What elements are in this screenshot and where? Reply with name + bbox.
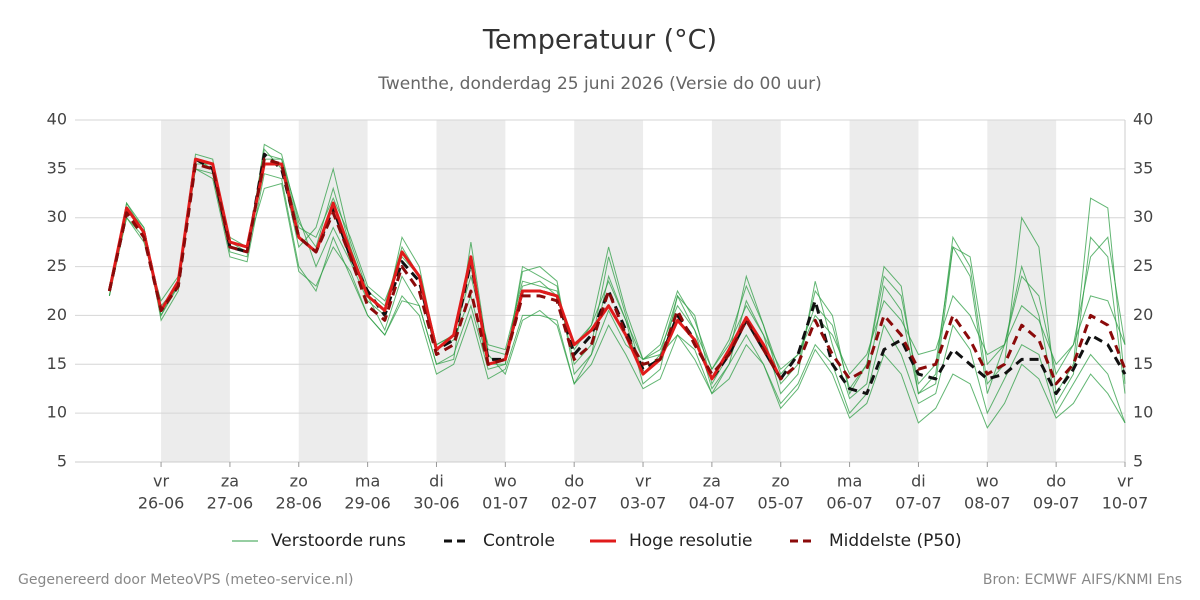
day-shade bbox=[987, 120, 1057, 462]
x-tick-day: zo bbox=[772, 472, 790, 491]
x-tick-date: 10-07 bbox=[1102, 494, 1149, 513]
y2-tick-label: 40 bbox=[1133, 110, 1153, 129]
x-tick-date: 08-07 bbox=[964, 494, 1011, 513]
footer-right: Bron: ECMWF AIFS/KNMI Ens bbox=[983, 572, 1182, 588]
x-tick-date: 29-06 bbox=[344, 494, 391, 513]
day-shade bbox=[574, 120, 644, 462]
x-tick-date: 30-06 bbox=[413, 494, 460, 513]
x-tick-day: ma bbox=[837, 472, 862, 491]
series-line bbox=[107, 157, 1127, 386]
x-tick-date: 05-07 bbox=[757, 494, 804, 513]
y-tick-label: 40 bbox=[47, 110, 67, 129]
chart-title: Temperatuur (°C) bbox=[482, 25, 717, 56]
x-tick-date: 06-07 bbox=[826, 494, 873, 513]
x-tick-day: vr bbox=[153, 472, 169, 491]
x-tick-date: 03-07 bbox=[620, 494, 667, 513]
footer-left: Gegenereerd door MeteoVPS (meteo-service… bbox=[18, 572, 353, 588]
x-tick-day: di bbox=[429, 472, 444, 491]
y-tick-label: 30 bbox=[47, 207, 67, 226]
legend-label: Middelste (P50) bbox=[829, 531, 962, 551]
x-tick-date: 07-07 bbox=[895, 494, 942, 513]
y2-tick-label: 5 bbox=[1133, 452, 1143, 471]
legend-label: Controle bbox=[483, 531, 555, 551]
x-tick-day: di bbox=[911, 472, 926, 491]
x-tick-date: 02-07 bbox=[551, 494, 598, 513]
y-tick-label: 35 bbox=[47, 158, 67, 177]
y2-tick-label: 10 bbox=[1133, 403, 1153, 422]
y2-tick-label: 25 bbox=[1133, 256, 1153, 275]
ensemble-line bbox=[108, 168, 1126, 429]
x-tick-date: 09-07 bbox=[1033, 494, 1080, 513]
y-tick-label: 5 bbox=[57, 452, 67, 471]
day-shade bbox=[711, 120, 781, 462]
y2-tick-label: 20 bbox=[1133, 305, 1153, 324]
y-tick-label: 15 bbox=[47, 354, 67, 373]
x-tick-day: za bbox=[703, 472, 721, 491]
y-tick-label: 10 bbox=[47, 403, 67, 422]
x-tick-day: zo bbox=[290, 472, 308, 491]
x-tick-date: 04-07 bbox=[689, 494, 736, 513]
x-tick-date: 01-07 bbox=[482, 494, 529, 513]
x-tick-day: do bbox=[564, 472, 584, 491]
x-tick-day: vr bbox=[1117, 472, 1133, 491]
x-tick-date: 28-06 bbox=[276, 494, 323, 513]
legend-label: Hoge resolutie bbox=[629, 531, 753, 551]
x-tick-date: 26-06 bbox=[138, 494, 185, 513]
x-tick-day: wo bbox=[976, 472, 999, 491]
ensemble-line bbox=[108, 158, 1126, 376]
x-tick-day: wo bbox=[494, 472, 517, 491]
day-shade bbox=[849, 120, 919, 462]
x-tick-day: ma bbox=[355, 472, 380, 491]
ensemble-line bbox=[108, 168, 1126, 424]
y2-tick-label: 30 bbox=[1133, 207, 1153, 226]
y-tick-label: 20 bbox=[47, 305, 67, 324]
ensemble-line bbox=[108, 153, 1126, 396]
y2-tick-label: 15 bbox=[1133, 354, 1153, 373]
x-tick-day: za bbox=[221, 472, 239, 491]
background-layer bbox=[75, 119, 1126, 463]
legend-label: Verstoorde runs bbox=[271, 531, 406, 551]
ensemble-line bbox=[108, 148, 1126, 390]
day-shade bbox=[298, 120, 368, 462]
y2-tick-label: 35 bbox=[1133, 158, 1153, 177]
chart-subtitle: Twenthe, donderdag 25 juni 2026 (Versie … bbox=[377, 74, 821, 94]
x-tick-day: vr bbox=[635, 472, 651, 491]
ensemble-line bbox=[108, 143, 1126, 405]
x-tick-day: do bbox=[1046, 472, 1066, 491]
y-tick-label: 25 bbox=[47, 256, 67, 275]
x-tick-date: 27-06 bbox=[207, 494, 254, 513]
